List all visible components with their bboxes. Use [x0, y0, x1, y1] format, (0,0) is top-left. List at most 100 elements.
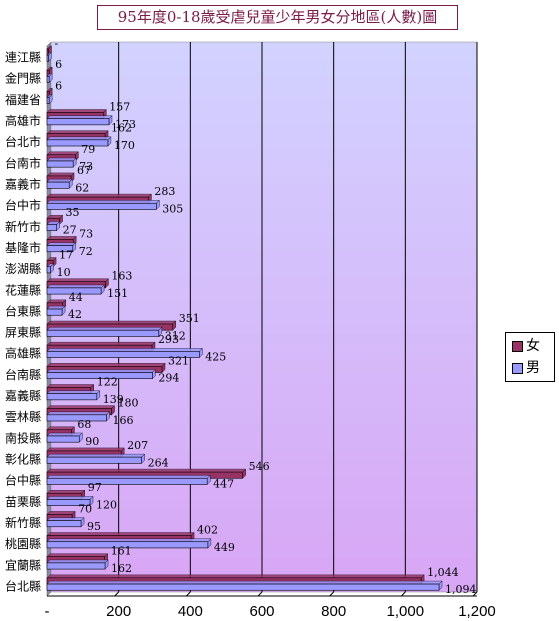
data-label: 321 [168, 354, 189, 367]
bar [46, 456, 142, 464]
gridline-floor [400, 591, 406, 597]
category-label: 新竹縣 [5, 515, 41, 530]
bar [46, 393, 98, 401]
category-label: 高雄縣 [5, 346, 41, 361]
bar-top [46, 447, 125, 452]
bar [46, 202, 157, 210]
data-label: 95 [87, 520, 101, 533]
data-label: 180 [118, 397, 139, 410]
plot-area [50, 41, 478, 593]
bar-top [46, 580, 443, 585]
bar-top [46, 236, 77, 240]
bar [46, 181, 70, 189]
bar [46, 245, 74, 253]
chart-title: 95年度0-18歲受虐兒童少年男女分地區(人數)圖 [97, 5, 458, 30]
category-label: 連江縣 [5, 51, 41, 65]
bar [46, 351, 200, 358]
gridline-floor [472, 591, 478, 597]
category-label: 宜蘭縣 [5, 557, 41, 572]
bar-top [46, 327, 163, 331]
bar-top [46, 405, 115, 409]
gridline-floor [329, 591, 335, 597]
category-label: 福建省 [5, 92, 41, 107]
data-label: 68 [77, 418, 91, 431]
category-label: 苗栗縣 [5, 495, 41, 509]
data-label: 447 [213, 477, 234, 490]
bar [46, 224, 57, 231]
data-label: 70 [78, 502, 92, 515]
bar-top [46, 496, 94, 500]
data-label: 6 [55, 58, 62, 71]
data-label: 546 [249, 460, 270, 473]
bar [46, 583, 440, 591]
data-label: 305 [162, 202, 183, 215]
data-label: 122 [97, 375, 118, 388]
bar-top [46, 151, 79, 155]
bar-top [46, 278, 109, 282]
data-label: 151 [107, 287, 128, 300]
bar [46, 97, 50, 105]
data-label: 163 [111, 270, 132, 283]
data-label: 293 [158, 333, 179, 346]
category-label: 屏東縣 [5, 326, 41, 340]
data-label: 283 [154, 185, 175, 198]
data-label: 79 [81, 143, 95, 156]
bar-top [46, 390, 101, 394]
data-label: 27 [63, 224, 77, 237]
bar [46, 160, 74, 168]
data-label: 162 [111, 122, 132, 135]
bar [46, 287, 102, 295]
bar-top [46, 363, 166, 367]
legend-item-female: 女 [512, 337, 540, 355]
data-label: 17 [59, 249, 73, 262]
category-label: 花蓮縣 [5, 282, 41, 297]
bar [46, 372, 153, 380]
data-label: 67 [77, 164, 91, 177]
bar-top [46, 369, 156, 373]
data-label: 425 [205, 351, 226, 364]
data-label: 157 [109, 100, 130, 113]
x-tick-label: 1,000 [387, 603, 425, 620]
category-label: 澎湖縣 [5, 261, 41, 276]
category-label: 台北縣 [5, 578, 41, 593]
bar-top [46, 490, 86, 494]
data-label: 312 [165, 329, 186, 342]
category-label: 嘉義市 [5, 177, 41, 192]
data-label: 90 [85, 435, 99, 448]
x-tick-label: 200 [106, 603, 131, 620]
category-label: 雲林縣 [5, 410, 41, 424]
data-label: 62 [75, 181, 89, 194]
legend-label-female: 女 [526, 338, 540, 354]
data-label: 120 [96, 499, 117, 512]
data-label: 42 [68, 308, 82, 321]
legend-item-male: 男 [512, 359, 540, 377]
bar [46, 435, 80, 443]
bar-top [46, 284, 105, 289]
data-label: 294 [158, 372, 179, 385]
bar-top [46, 348, 203, 352]
category-label: 台南縣 [5, 367, 41, 382]
data-label: 1,094 [445, 583, 477, 596]
bar-top [46, 453, 146, 458]
bar [46, 499, 91, 506]
data-label: 1,044 [427, 566, 459, 579]
chart-legend: 女 男 [505, 332, 555, 382]
bar [46, 562, 106, 570]
bar [46, 139, 109, 147]
category-label: 台中市 [5, 198, 41, 213]
bar-top [46, 432, 83, 437]
bar-top [46, 411, 110, 416]
bar-top [46, 532, 195, 536]
bar-top [46, 475, 211, 479]
bar-top [46, 193, 152, 198]
bar-top [46, 130, 109, 134]
bar-top [46, 468, 247, 473]
category-label: 桃園縣 [5, 536, 41, 551]
x-tick-label: 800 [321, 603, 346, 620]
bar [46, 266, 51, 274]
data-label: - [55, 37, 59, 50]
category-label: 基隆市 [5, 240, 41, 255]
bar [46, 76, 50, 83]
bar-top [46, 384, 95, 388]
